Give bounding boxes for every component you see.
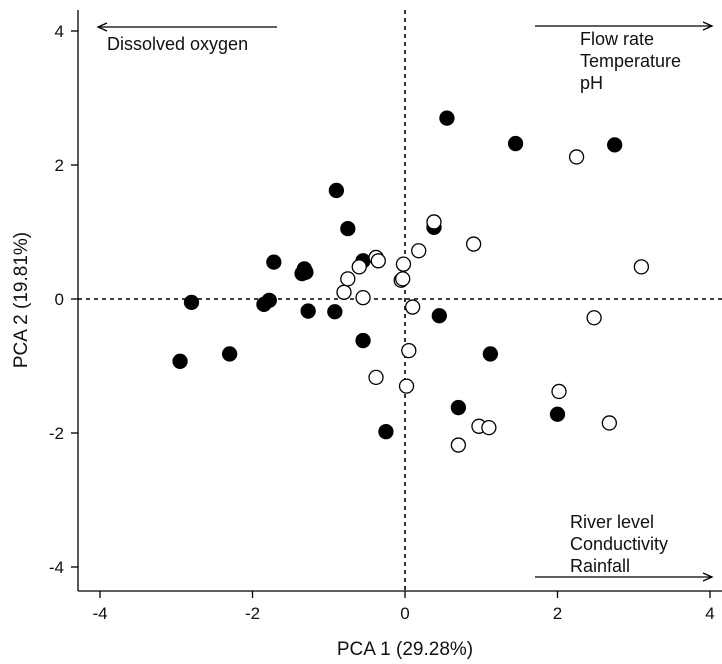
x-axis-title: PCA 1 (29.28%) xyxy=(337,639,473,660)
open-data-point xyxy=(601,415,617,431)
loading-arrows xyxy=(96,21,714,582)
open-data-point xyxy=(370,253,386,269)
filled-data-point xyxy=(549,406,566,422)
filled-data-point xyxy=(439,110,455,126)
filled-data-point xyxy=(378,424,394,440)
annotation-flow-rate: Flow rate xyxy=(580,29,654,49)
open-data-point xyxy=(450,437,467,453)
annotation-river-level: River level xyxy=(570,512,654,532)
open-data-point xyxy=(551,383,567,400)
open-data-point xyxy=(395,271,411,287)
x-tick-label: 4 xyxy=(705,604,714,623)
y-tick-label: -4 xyxy=(49,558,64,577)
open-data-point xyxy=(395,256,412,272)
filled-data-point xyxy=(450,399,467,416)
arrow-left-dissolved-oxygen-head xyxy=(96,22,108,32)
annotation-ph: pH xyxy=(580,73,603,93)
reference-lines xyxy=(78,10,722,591)
x-tick-label: -2 xyxy=(245,604,260,623)
filled-data-point xyxy=(172,353,188,369)
annotation-conductivity: Conductivity xyxy=(570,534,668,554)
open-data-point xyxy=(411,243,427,259)
open-data-point xyxy=(404,299,421,315)
open-data-point xyxy=(465,236,482,252)
annotation-dissolved-oxygen: Dissolved oxygen xyxy=(107,34,248,54)
open-data-point xyxy=(401,342,417,359)
x-tick-label: 2 xyxy=(553,604,562,623)
annotation-rainfall: Rainfall xyxy=(570,556,630,576)
y-tick-label: 4 xyxy=(55,22,64,41)
y-axis-title: PCA 2 (19.81%) xyxy=(11,232,32,368)
filled-data-point xyxy=(298,264,314,280)
open-data-point xyxy=(368,369,384,386)
y-tick-label: 0 xyxy=(55,290,64,309)
open-data-point xyxy=(426,214,442,230)
filled-data-point xyxy=(327,304,343,320)
filled-data-point xyxy=(261,292,277,308)
open-data-point xyxy=(398,378,415,394)
open-data-point xyxy=(336,284,352,300)
filled-data-point xyxy=(221,346,238,362)
filled-data-point xyxy=(431,308,447,324)
filled-data-point xyxy=(607,137,623,153)
open-data-point xyxy=(586,310,602,326)
filled-data-point xyxy=(328,182,345,199)
arrow-right-flow-rate-head xyxy=(702,21,714,31)
filled-data-point xyxy=(266,254,282,270)
open-data-point xyxy=(481,419,497,436)
plot-frame xyxy=(77,10,722,592)
data-points xyxy=(172,110,650,453)
arrow-right-river-level-head xyxy=(702,572,714,582)
filled-data-point xyxy=(340,220,356,237)
axis-ticks: -4 -2 0 2 4 -4 -2 0 2 4 xyxy=(49,22,715,623)
filled-data-point xyxy=(355,332,371,349)
x-tick-label: 0 xyxy=(400,604,409,623)
x-tick-label: -4 xyxy=(92,604,107,623)
open-data-point xyxy=(568,149,585,165)
filled-data-point xyxy=(507,135,524,152)
open-data-point xyxy=(351,259,367,275)
y-tick-label: 2 xyxy=(55,156,64,175)
y-tick-label: -2 xyxy=(49,424,64,443)
annotation-temperature: Temperature xyxy=(580,51,681,71)
filled-data-point xyxy=(300,303,316,319)
open-data-point xyxy=(340,271,356,287)
open-data-point xyxy=(355,290,371,306)
filled-data-point xyxy=(482,346,499,362)
filled-data-point xyxy=(183,294,200,311)
open-data-point xyxy=(633,259,650,275)
